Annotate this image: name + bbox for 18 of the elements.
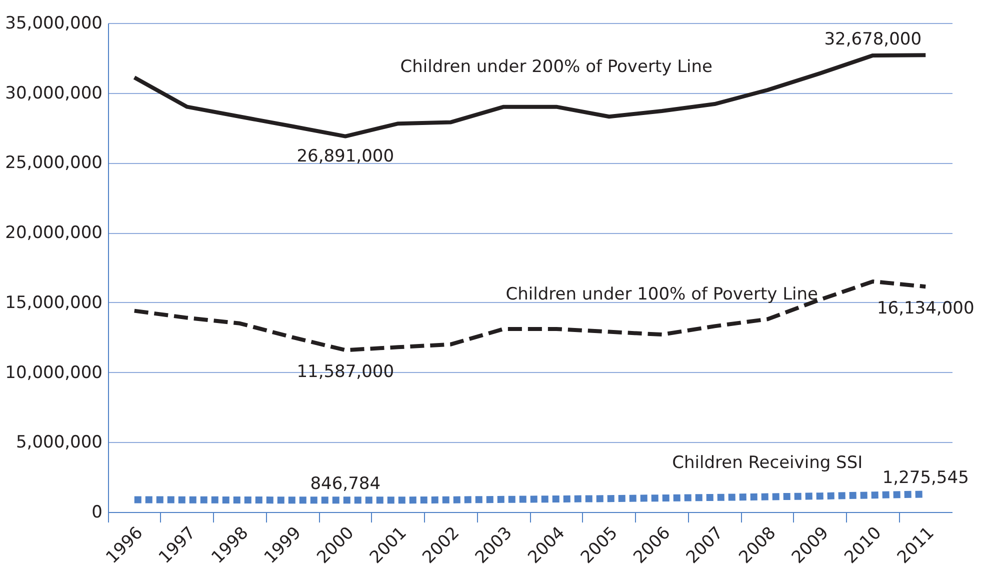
y-tick-label: 15,000,000 <box>5 292 102 313</box>
line-series <box>132 53 928 138</box>
data-label: 11,587,000 <box>296 362 394 382</box>
y-tick-label: 20,000,000 <box>5 223 102 244</box>
y-tick-label: 25,000,000 <box>5 153 102 174</box>
y-tick-label: 5,000,000 <box>16 432 102 453</box>
data-label: 26,891,000 <box>296 146 394 166</box>
y-tick-label: 30,000,000 <box>5 83 102 104</box>
y-tick-label: 35,000,000 <box>5 14 102 34</box>
y-tick-label: 10,000,000 <box>5 362 102 383</box>
series-label: Children Receiving SSI <box>672 452 863 473</box>
y-tick-label: 0 <box>92 502 102 522</box>
data-label: 1,275,545 <box>882 468 969 488</box>
series-label: Children under 100% of Poverty Line <box>506 284 818 305</box>
data-label: 16,134,000 <box>876 298 974 319</box>
data-label: 846,784 <box>310 474 381 494</box>
series-label: Children under 200% of Poverty Line <box>400 56 712 77</box>
data-label: 32,678,000 <box>824 29 922 50</box>
